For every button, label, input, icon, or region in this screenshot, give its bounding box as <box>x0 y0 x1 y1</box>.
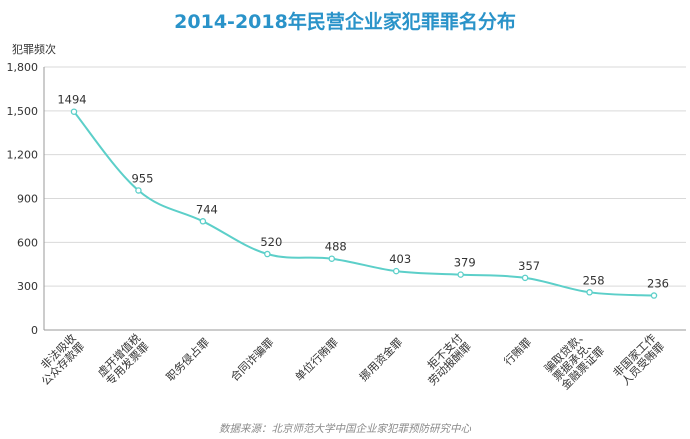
x-tick-label: 职务侵占罪 <box>163 335 212 384</box>
data-points <box>70 108 658 299</box>
data-label: 744 <box>196 202 218 216</box>
data-point <box>135 187 142 194</box>
data-label: 357 <box>518 259 540 273</box>
data-point <box>521 274 529 282</box>
x-tick-label-line: 职务侵占罪 <box>163 335 212 384</box>
x-tick-label-line: 单位行贿罪 <box>292 335 341 384</box>
data-point <box>328 255 336 262</box>
data-label: 403 <box>389 252 411 266</box>
x-tick-label: 骗取贷款、票据承兑、金融票证罪 <box>541 327 607 393</box>
y-tick-label: 1,200 <box>7 149 39 162</box>
source-note: 数据来源：北京师范大学中国企业家犯罪预防研究中心 <box>219 423 471 435</box>
y-tick-label: 1,500 <box>7 105 39 118</box>
series-line <box>73 111 655 297</box>
data-label: 520 <box>260 235 282 249</box>
data-point <box>264 250 271 258</box>
data-point <box>586 289 593 296</box>
data-point <box>457 271 464 278</box>
y-tick-label: 1,800 <box>7 61 39 74</box>
data-point <box>650 292 658 299</box>
x-tick-label-line: 行贿罪 <box>502 336 535 369</box>
series-line-layer <box>73 111 655 297</box>
y-tick-label: 900 <box>17 193 38 206</box>
x-tick-label: 合同诈骗罪 <box>227 335 276 384</box>
chart-title: 2014-2018年民营企业家犯罪罪名分布 <box>174 10 516 33</box>
data-point <box>70 108 78 115</box>
x-tick-label-line: 挪用资金罪 <box>356 335 405 384</box>
x-tick-labels: 非法吸收公众存款罪 虚开增值税专用发票罪 职务侵占罪 合同诈骗罪 单位行贿罪 挪用资金罪拒… <box>38 327 667 393</box>
x-tick-label: 行贿罪 <box>502 336 535 369</box>
data-point <box>392 267 400 275</box>
x-tick-label-line: 合同诈骗罪 <box>227 335 276 384</box>
data-label: 1494 <box>57 93 86 107</box>
data-label: 488 <box>325 240 347 254</box>
data-label: 955 <box>131 171 153 185</box>
x-tick-label: 挪用资金罪 <box>356 335 405 384</box>
y-tick-label: 0 <box>31 324 38 337</box>
data-point <box>199 218 207 225</box>
y-tick-label: 600 <box>17 236 38 249</box>
data-label: 379 <box>454 256 476 270</box>
data-labels: 1494 955 744 520 488 403 379 357 258 236 <box>57 93 669 291</box>
data-label: 258 <box>583 273 605 287</box>
data-label: 236 <box>647 277 669 291</box>
y-tick-label: 300 <box>17 280 38 293</box>
x-tick-label: 单位行贿罪 <box>292 335 341 384</box>
axes: 0 300 600 900 1,200 1,500 1,800 <box>7 61 686 337</box>
y-axis-label: 犯罪频次 <box>12 42 56 56</box>
